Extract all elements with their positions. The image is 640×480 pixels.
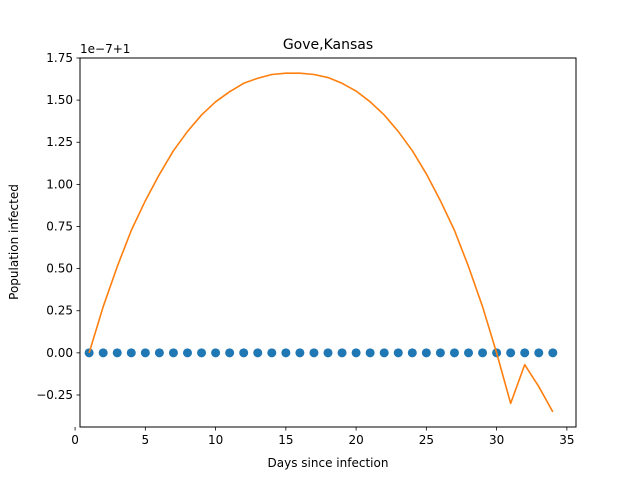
y-tick-label: −0.25 <box>36 388 73 402</box>
scatter-point <box>506 348 516 358</box>
scatter-series <box>84 348 558 358</box>
axes-frame <box>79 57 577 428</box>
scatter-point <box>98 348 108 358</box>
scatter-point <box>267 348 277 358</box>
scatter-point <box>365 348 375 358</box>
scatter-point <box>281 348 291 358</box>
scatter-point <box>84 348 94 358</box>
scatter-point <box>449 348 459 358</box>
scatter-point <box>379 348 389 358</box>
y-tick-label: 0.00 <box>46 346 73 360</box>
scatter-point <box>323 348 333 358</box>
scatter-point <box>197 348 207 358</box>
scatter-point <box>253 348 263 358</box>
y-tick-label: 1.50 <box>46 93 73 107</box>
x-tick-label: 0 <box>71 433 79 447</box>
x-tick-label: 20 <box>348 433 363 447</box>
x-tick-label: 10 <box>208 433 223 447</box>
scatter-point <box>239 348 249 358</box>
x-tick-label: 5 <box>142 433 150 447</box>
scatter-point <box>154 348 164 358</box>
x-tick-label: 35 <box>559 433 574 447</box>
fit-line <box>88 72 554 413</box>
x-tick-label: 30 <box>489 433 504 447</box>
scatter-point <box>168 348 178 358</box>
scatter-point <box>407 348 417 358</box>
scatter-point <box>351 348 361 358</box>
y-tick-label: 0.75 <box>46 219 73 233</box>
y-tick-label: 0.50 <box>46 262 73 276</box>
scatter-point <box>225 348 235 358</box>
scatter-point <box>337 348 347 358</box>
chart-title: Gove,Kansas <box>283 37 373 53</box>
y-axis-label: Population infected <box>7 184 21 300</box>
scatter-point <box>295 348 305 358</box>
x-axis: 0 5 10 15 20 25 30 35 <box>71 427 575 447</box>
y-tick-label: 1.75 <box>46 51 73 65</box>
x-tick-label: 15 <box>278 433 293 447</box>
y-tick-label: 1.00 <box>46 177 73 191</box>
y-tick-label: 0.25 <box>46 304 73 318</box>
scatter-point <box>534 348 544 358</box>
scatter-point <box>421 348 431 358</box>
scatter-point <box>478 348 488 358</box>
x-tick-label: 25 <box>419 433 434 447</box>
scatter-point <box>211 348 221 358</box>
scatter-point <box>140 348 150 358</box>
scatter-point <box>309 348 319 358</box>
scatter-point <box>112 348 122 358</box>
scatter-point <box>393 348 403 358</box>
scatter-point <box>126 348 136 358</box>
plot-area <box>84 72 558 413</box>
y-tick-label: 1.25 <box>46 135 73 149</box>
scatter-point <box>548 348 558 358</box>
y-axis: −0.25 0.00 0.25 0.50 0.75 1.00 1.25 1.50 1.75 <box>36 51 80 402</box>
scatter-point <box>464 348 474 358</box>
x-axis-label: Days since infection <box>268 456 389 470</box>
scatter-point <box>182 348 192 358</box>
y-offset-text: 1e−7+1 <box>80 42 130 56</box>
scatter-point <box>520 348 530 358</box>
scatter-point <box>435 348 445 358</box>
